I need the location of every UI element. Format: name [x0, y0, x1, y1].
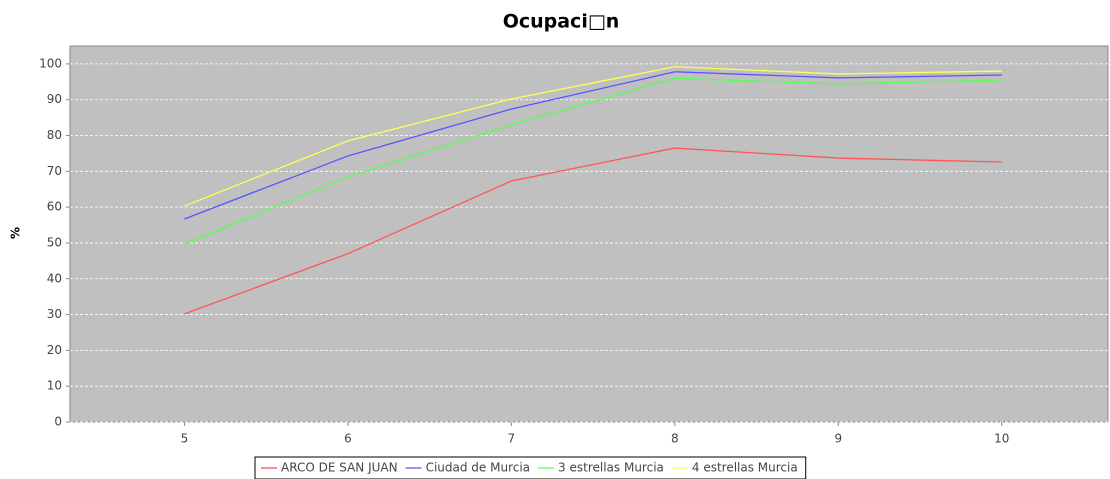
- y-tick-label: 40: [47, 271, 62, 285]
- legend-label: 3 estrellas Murcia: [558, 461, 664, 475]
- x-tick-label: 8: [671, 432, 679, 446]
- legend-label: 4 estrellas Murcia: [692, 461, 798, 475]
- series-line: [184, 147, 1002, 315]
- y-tick-label: 60: [47, 200, 62, 214]
- y-tick-label: 70: [47, 164, 62, 178]
- y-tick-label: 0: [54, 415, 62, 429]
- x-tick-label: 10: [994, 432, 1009, 446]
- y-tick-label: 90: [47, 92, 62, 106]
- y-tick-label: 20: [47, 343, 62, 357]
- y-tick-label: 80: [47, 128, 62, 142]
- y-tick-label: 30: [47, 307, 62, 321]
- plot-area: [69, 45, 1109, 423]
- series-line: [184, 66, 1002, 207]
- y-axis-label: %: [9, 227, 23, 239]
- x-tick-label: 5: [181, 432, 189, 446]
- legend: [254, 456, 807, 479]
- series-line: [184, 77, 1002, 245]
- legend-label: ARCO DE SAN JUAN: [281, 461, 398, 475]
- x-tick-label: 9: [834, 432, 842, 446]
- series-line: [184, 71, 1002, 220]
- y-tick-label: 100: [39, 56, 62, 70]
- y-tick-label: 50: [47, 235, 62, 249]
- x-tick-label: 7: [508, 432, 516, 446]
- chart-title: Ocupaci□n: [503, 11, 620, 33]
- legend-label: Ciudad de Murcia: [426, 461, 530, 475]
- x-tick-label: 6: [344, 432, 352, 446]
- y-tick-label: 10: [47, 379, 62, 393]
